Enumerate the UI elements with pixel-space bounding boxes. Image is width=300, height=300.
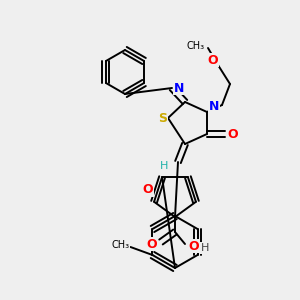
Text: H: H: [201, 243, 209, 253]
Text: O: O: [143, 183, 153, 196]
Text: CH₃: CH₃: [187, 41, 205, 51]
Text: O: O: [189, 239, 199, 253]
Text: O: O: [208, 53, 218, 67]
Text: H: H: [160, 161, 168, 171]
Text: CH₃: CH₃: [111, 240, 130, 250]
Text: N: N: [209, 100, 219, 113]
Text: S: S: [158, 112, 167, 124]
Text: O: O: [147, 238, 157, 250]
Text: N: N: [174, 82, 184, 94]
Text: O: O: [228, 128, 238, 140]
